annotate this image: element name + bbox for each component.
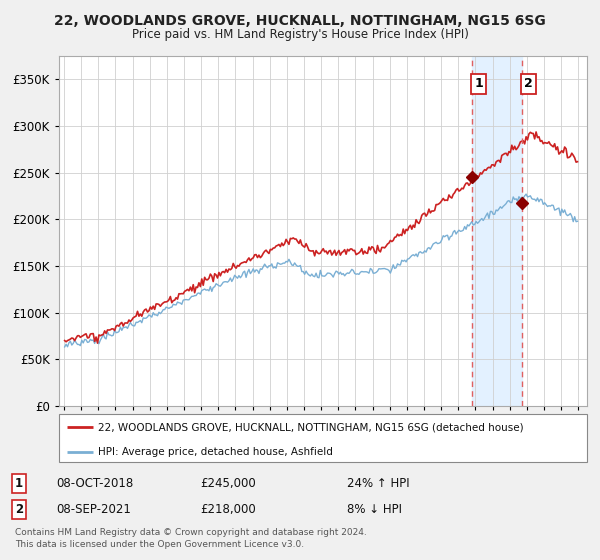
Text: 08-SEP-2021: 08-SEP-2021 xyxy=(56,503,131,516)
FancyBboxPatch shape xyxy=(59,414,587,462)
Text: 22, WOODLANDS GROVE, HUCKNALL, NOTTINGHAM, NG15 6SG (detached house): 22, WOODLANDS GROVE, HUCKNALL, NOTTINGHA… xyxy=(98,422,524,432)
Text: HPI: Average price, detached house, Ashfield: HPI: Average price, detached house, Ashf… xyxy=(98,446,333,456)
Text: Price paid vs. HM Land Registry's House Price Index (HPI): Price paid vs. HM Land Registry's House … xyxy=(131,28,469,41)
Text: £218,000: £218,000 xyxy=(200,503,256,516)
Text: 08-OCT-2018: 08-OCT-2018 xyxy=(56,477,133,490)
Text: 1: 1 xyxy=(15,477,23,490)
Text: 2: 2 xyxy=(15,503,23,516)
Text: 1: 1 xyxy=(475,77,483,91)
Text: £245,000: £245,000 xyxy=(200,477,256,490)
Bar xyxy=(472,56,522,406)
Text: Contains HM Land Registry data © Crown copyright and database right 2024.
This d: Contains HM Land Registry data © Crown c… xyxy=(15,529,367,549)
Text: 22, WOODLANDS GROVE, HUCKNALL, NOTTINGHAM, NG15 6SG: 22, WOODLANDS GROVE, HUCKNALL, NOTTINGHA… xyxy=(54,14,546,28)
Text: 2: 2 xyxy=(524,77,533,91)
Text: 24% ↑ HPI: 24% ↑ HPI xyxy=(347,477,410,490)
Text: 8% ↓ HPI: 8% ↓ HPI xyxy=(347,503,402,516)
